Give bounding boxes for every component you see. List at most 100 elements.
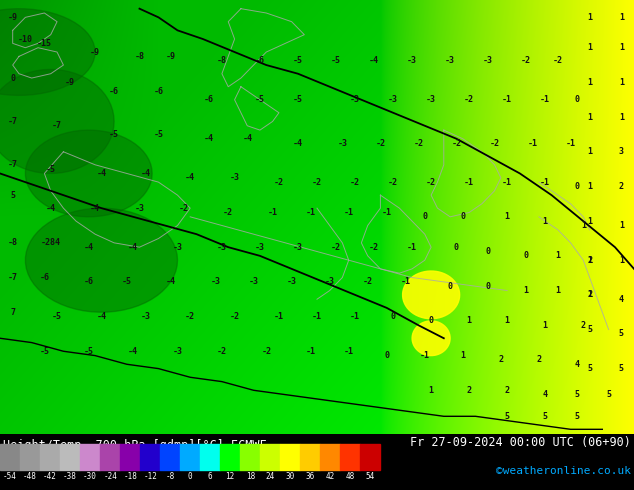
Text: -3: -3: [388, 95, 398, 104]
Text: -2: -2: [489, 139, 500, 147]
Text: -2: -2: [331, 243, 341, 252]
Text: -1: -1: [274, 312, 284, 321]
Text: -4: -4: [141, 169, 151, 178]
Text: 0: 0: [448, 282, 453, 291]
Text: -1: -1: [420, 351, 430, 360]
Text: Fr 27-09-2024 00:00 UTC (06+90): Fr 27-09-2024 00:00 UTC (06+90): [410, 437, 631, 449]
Text: 2: 2: [587, 256, 592, 265]
Text: -2: -2: [521, 56, 531, 65]
Bar: [340, 444, 360, 470]
Bar: [280, 444, 301, 470]
Text: 0: 0: [574, 95, 579, 104]
Text: -2: -2: [553, 56, 563, 65]
Bar: [140, 444, 160, 470]
Text: -2: -2: [388, 178, 398, 187]
Text: -3: -3: [172, 347, 183, 356]
Text: -4: -4: [128, 347, 138, 356]
Text: 1: 1: [587, 13, 592, 22]
Text: 5: 5: [574, 412, 579, 421]
Text: -1: -1: [566, 139, 576, 147]
Text: -2: -2: [426, 178, 436, 187]
Text: -4: -4: [204, 134, 214, 143]
Text: 2: 2: [505, 386, 510, 395]
Text: 0: 0: [10, 74, 15, 82]
Text: -3: -3: [172, 243, 183, 252]
Text: -2: -2: [375, 139, 385, 147]
Text: -3: -3: [217, 243, 227, 252]
Text: 2: 2: [498, 355, 503, 365]
Polygon shape: [403, 271, 460, 318]
Text: -12: -12: [143, 472, 157, 481]
Text: ©weatheronline.co.uk: ©weatheronline.co.uk: [496, 466, 631, 476]
Text: 1: 1: [619, 13, 624, 22]
Text: 1: 1: [505, 317, 510, 325]
Text: 42: 42: [326, 472, 335, 481]
Text: 1: 1: [505, 212, 510, 221]
Text: -6: -6: [84, 277, 94, 286]
Text: -15: -15: [37, 39, 52, 48]
Text: 0: 0: [429, 317, 434, 325]
Text: -1: -1: [401, 277, 411, 286]
Text: -3: -3: [325, 277, 335, 286]
Text: 5: 5: [606, 390, 611, 399]
Text: -30: -30: [83, 472, 97, 481]
Text: -5: -5: [39, 347, 49, 356]
Text: -7: -7: [8, 273, 18, 282]
Text: -7: -7: [8, 117, 18, 126]
Text: -2: -2: [363, 277, 373, 286]
Text: -8: -8: [8, 238, 18, 247]
Text: 1: 1: [587, 78, 592, 87]
Text: 0: 0: [188, 472, 193, 481]
Text: -2: -2: [223, 208, 233, 217]
Polygon shape: [0, 70, 114, 173]
Text: 1: 1: [587, 147, 592, 156]
Text: -4: -4: [96, 312, 107, 321]
Polygon shape: [0, 9, 95, 96]
Text: 5: 5: [543, 412, 548, 421]
Text: 1: 1: [543, 321, 548, 330]
Text: -7: -7: [8, 160, 18, 169]
Text: -1: -1: [350, 312, 360, 321]
Text: -2: -2: [261, 347, 271, 356]
Text: -3: -3: [141, 312, 151, 321]
Text: -5: -5: [331, 56, 341, 65]
Bar: [120, 444, 140, 470]
Text: -8: -8: [217, 56, 227, 65]
Text: -3: -3: [210, 277, 221, 286]
Text: -3: -3: [134, 204, 145, 213]
Text: 1: 1: [619, 113, 624, 122]
Text: -4: -4: [96, 169, 107, 178]
Text: 1: 1: [543, 217, 548, 226]
Text: -2: -2: [179, 204, 189, 213]
Text: -48: -48: [23, 472, 37, 481]
Text: -1: -1: [527, 139, 538, 147]
Text: -1: -1: [502, 178, 512, 187]
Text: -42: -42: [43, 472, 57, 481]
Text: -7: -7: [52, 121, 62, 130]
Text: -8: -8: [134, 52, 145, 61]
Polygon shape: [412, 321, 450, 356]
Text: -3: -3: [249, 277, 259, 286]
Text: -10: -10: [18, 34, 33, 44]
Text: -2: -2: [274, 178, 284, 187]
Text: -5: -5: [293, 56, 303, 65]
Bar: [200, 444, 220, 470]
Text: 5: 5: [10, 191, 15, 199]
Text: -3: -3: [287, 277, 297, 286]
Text: 0: 0: [486, 282, 491, 291]
Text: -1: -1: [306, 347, 316, 356]
Polygon shape: [25, 208, 178, 312]
Text: 1: 1: [587, 256, 592, 265]
Text: -4: -4: [293, 139, 303, 147]
Text: -3: -3: [350, 95, 360, 104]
Text: -54: -54: [3, 472, 17, 481]
Text: 4: 4: [574, 360, 579, 369]
Text: -3: -3: [230, 173, 240, 182]
Text: -9: -9: [166, 52, 176, 61]
Text: -4: -4: [46, 204, 56, 213]
Text: 18: 18: [245, 472, 255, 481]
Text: 1: 1: [581, 221, 586, 230]
Text: 1: 1: [619, 221, 624, 230]
Text: -4: -4: [242, 134, 252, 143]
Text: 54: 54: [366, 472, 375, 481]
